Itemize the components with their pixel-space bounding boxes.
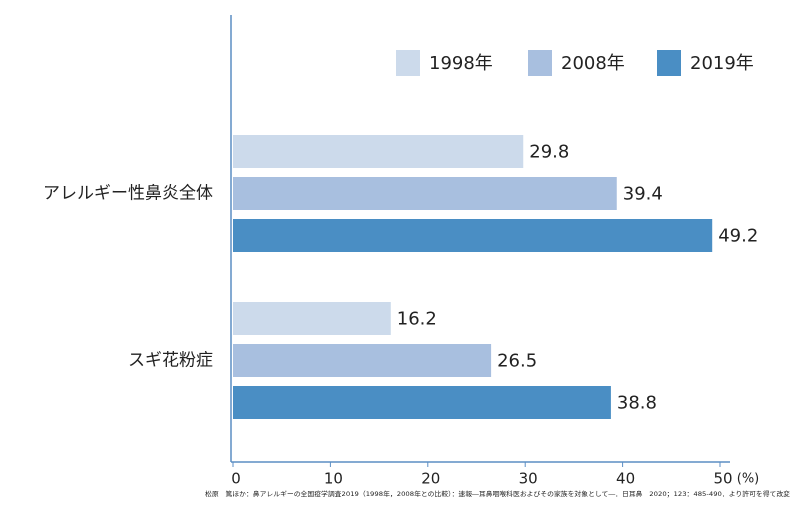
- category-label: スギ花粉症: [128, 351, 213, 371]
- legend-swatch: [396, 50, 420, 76]
- x-tick-label: 0: [231, 470, 241, 488]
- bar: [233, 302, 391, 335]
- category-label: アレルギー性鼻炎全体: [43, 184, 213, 204]
- x-tick-label: 40: [616, 470, 635, 488]
- bar: [233, 386, 611, 419]
- bar: [233, 219, 713, 252]
- x-unit: (%): [737, 472, 760, 487]
- legend-label: 1998年: [429, 53, 493, 74]
- bar: [233, 344, 492, 377]
- legend-swatch: [528, 50, 552, 76]
- legend-label: 2008年: [561, 53, 625, 74]
- legend-swatch: [657, 50, 681, 76]
- legend-label: 2019年: [690, 53, 754, 74]
- x-tick-label: 50: [713, 470, 732, 488]
- value-label: 38.8: [617, 393, 657, 414]
- value-label: 49.2: [718, 226, 758, 247]
- value-label: 26.5: [497, 351, 537, 372]
- x-tick-label: 30: [519, 470, 538, 488]
- source-note: 松原 篤ほか：鼻アレルギーの全国疫学調査2019（1998年，2008年との比較…: [205, 489, 791, 498]
- bar: [233, 135, 524, 168]
- value-label: 16.2: [397, 309, 437, 330]
- x-tick-label: 20: [421, 470, 440, 488]
- value-label: 29.8: [529, 142, 569, 163]
- value-label: 39.4: [623, 184, 663, 205]
- x-tick-label: 10: [324, 470, 343, 488]
- bar: [233, 177, 617, 210]
